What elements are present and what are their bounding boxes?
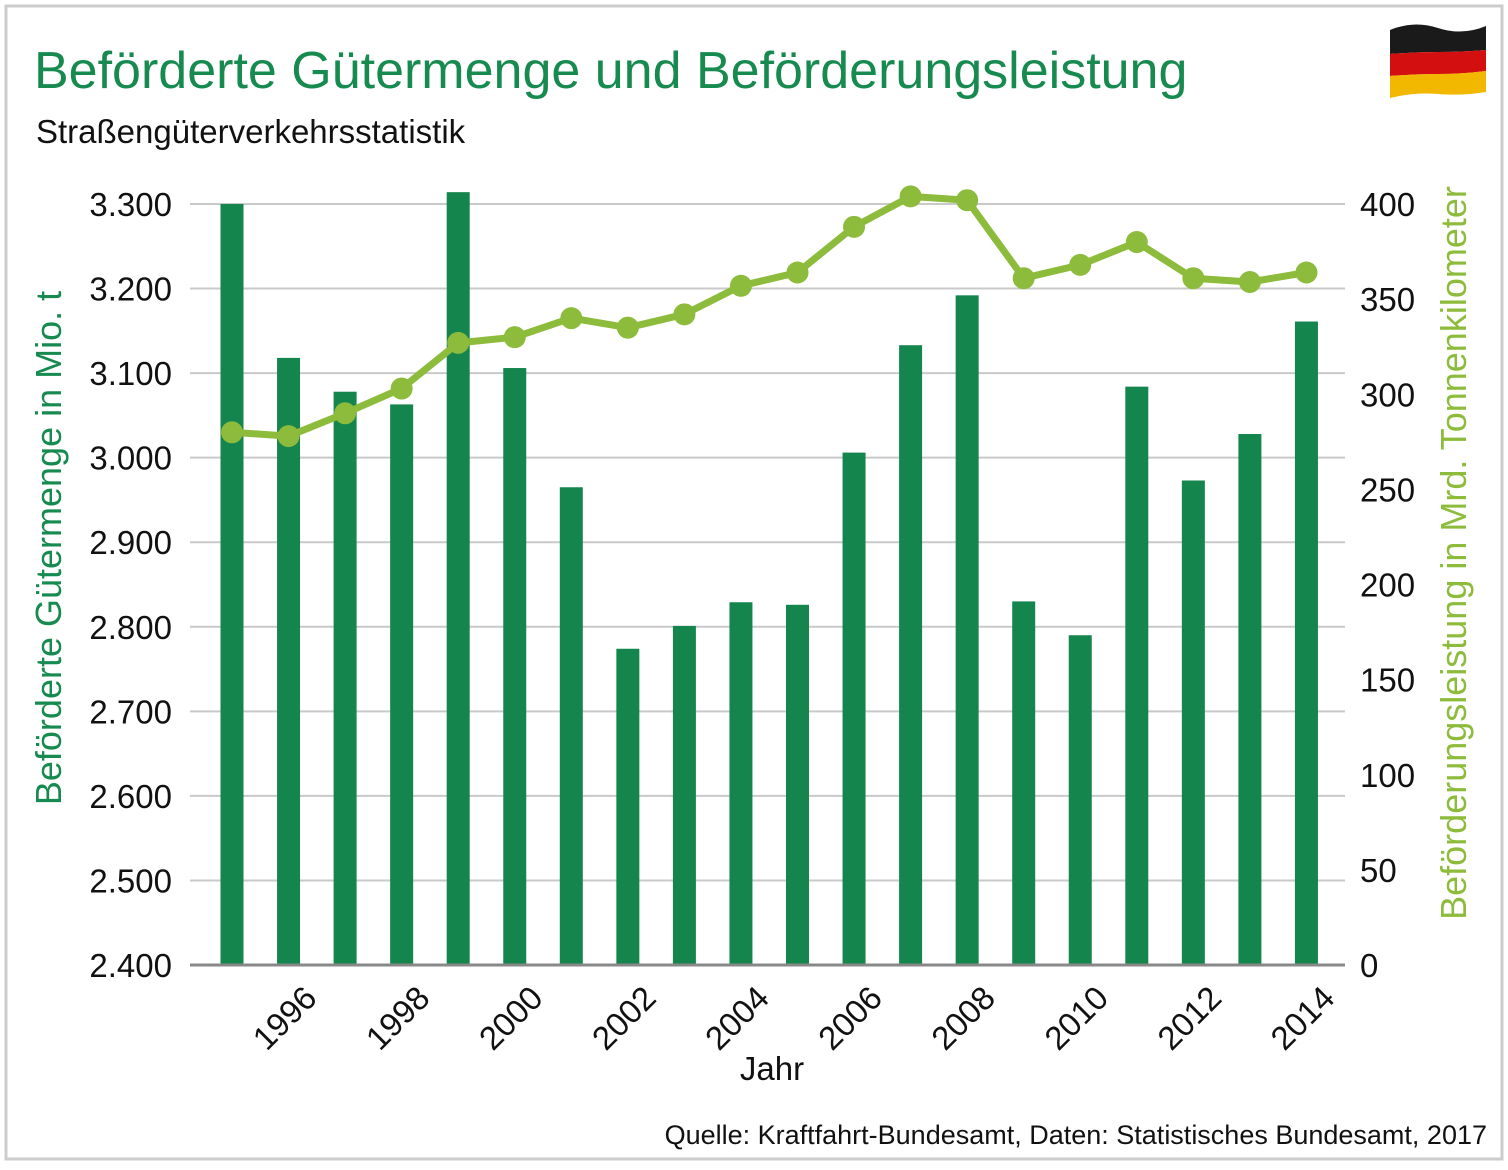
line-point xyxy=(1182,267,1205,290)
y-right-tick-label: 400 xyxy=(1360,186,1415,223)
bar xyxy=(616,648,640,965)
flag-stripe-gold xyxy=(1390,71,1486,98)
line-point xyxy=(221,421,243,444)
line-point xyxy=(1069,253,1092,276)
line-point xyxy=(277,425,300,448)
bar xyxy=(1238,433,1262,966)
source-note: Quelle: Kraftfahrt-Bundesamt, Daten: Sta… xyxy=(665,1120,1487,1150)
line-point xyxy=(447,331,470,354)
bar xyxy=(1294,321,1318,965)
y-left-tick-label: 3.300 xyxy=(89,186,172,223)
y-right-tick-label: 300 xyxy=(1360,376,1415,413)
x-axis-label: Jahr xyxy=(740,1050,804,1087)
grid-lines xyxy=(190,203,1345,882)
y-left-tick-label: 2.600 xyxy=(89,778,172,815)
line-point xyxy=(1295,261,1318,284)
bar xyxy=(1068,635,1092,965)
bar xyxy=(842,452,866,965)
bar xyxy=(390,404,414,965)
line-point xyxy=(1238,271,1261,294)
chart-title: Beförderte Gütermenge und Beförderungsle… xyxy=(34,42,1187,100)
flag-stripe-black xyxy=(1390,24,1486,54)
y-right-tick-label: 50 xyxy=(1360,852,1397,889)
bar xyxy=(1125,386,1149,965)
bar xyxy=(503,368,527,965)
y-left-tick-label: 2.500 xyxy=(89,862,172,899)
bar xyxy=(955,295,979,965)
line-point xyxy=(843,215,866,238)
y-right-tick-label: 350 xyxy=(1360,281,1415,318)
bar xyxy=(899,345,923,965)
y-left-tick-label: 3.100 xyxy=(89,355,172,392)
line-series xyxy=(221,185,1318,448)
y-left-tick-label: 2.400 xyxy=(89,947,172,984)
y-right-tick-label: 250 xyxy=(1360,471,1415,508)
y-left-tick-label: 2.800 xyxy=(89,609,172,646)
bar xyxy=(220,204,244,965)
y-right-tick-label: 200 xyxy=(1360,567,1415,604)
line-point xyxy=(616,316,639,339)
line-point xyxy=(560,307,583,330)
line-point xyxy=(899,185,922,208)
y-left-tick-label: 3.200 xyxy=(89,271,172,308)
y-axis-left-label: Beförderte Gütermenge in Mio. t xyxy=(28,291,69,805)
line-point xyxy=(1125,231,1148,254)
bar xyxy=(729,602,753,965)
y-axis-right-label: Beförderungsleistung in Mrd. Tonnenkilom… xyxy=(1433,186,1474,920)
line-point xyxy=(503,326,526,349)
bar xyxy=(446,192,470,965)
chart-subtitle: Straßengüterverkehrsstatistik xyxy=(36,113,466,150)
line-point xyxy=(729,274,752,297)
bar xyxy=(1181,480,1205,965)
germany-flag-icon xyxy=(1390,24,1486,98)
line-point xyxy=(1012,267,1035,290)
bar xyxy=(559,487,583,965)
bar xyxy=(786,604,809,965)
line-point xyxy=(956,189,979,212)
y-left-tick-label: 2.900 xyxy=(89,524,172,561)
y-right-tick-label: 150 xyxy=(1360,662,1415,699)
line-point xyxy=(390,377,413,400)
bar xyxy=(333,391,357,965)
bar xyxy=(277,357,301,965)
y-right-tick-label: 0 xyxy=(1360,947,1378,984)
y-left-tick-label: 3.000 xyxy=(89,440,172,477)
y-right-tick-label: 100 xyxy=(1360,757,1415,794)
bar-series xyxy=(220,192,1318,966)
y-left-tick-label: 2.700 xyxy=(89,693,172,730)
bar xyxy=(672,625,696,965)
line-point xyxy=(786,261,809,284)
line-point xyxy=(673,303,696,326)
flag-stripe-red xyxy=(1390,50,1486,76)
line-point xyxy=(334,402,357,425)
bar xyxy=(1012,601,1036,965)
